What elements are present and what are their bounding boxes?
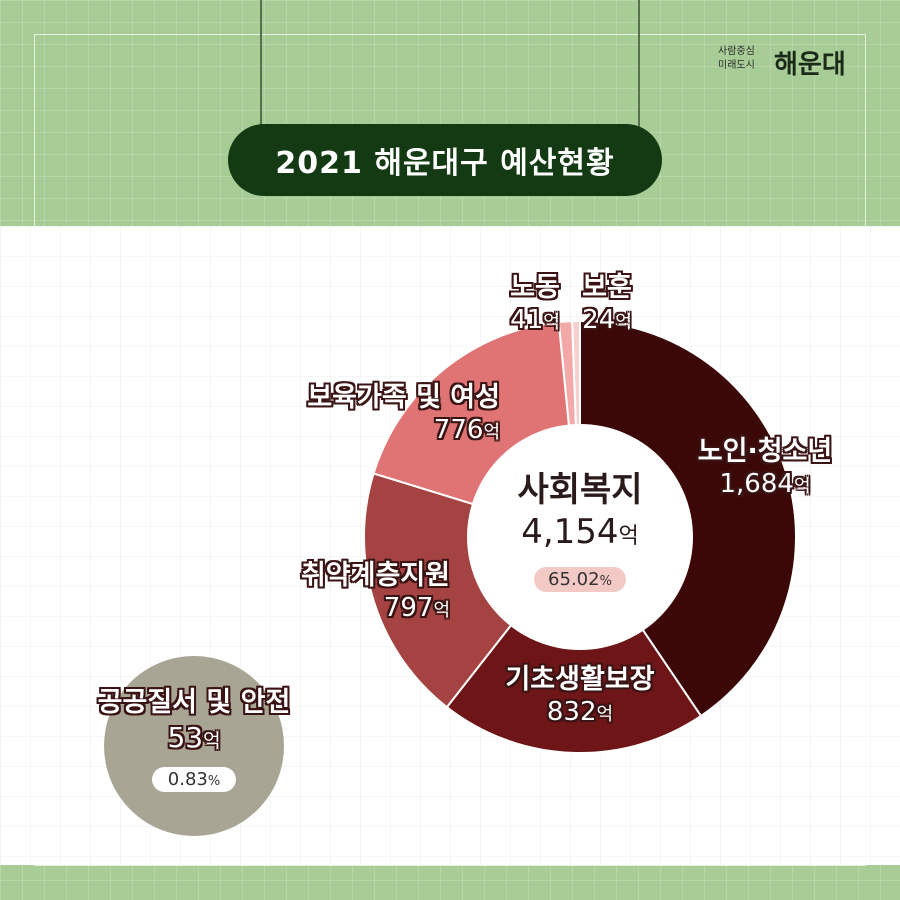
public-order-percent-badge: 0.83% (151, 767, 237, 792)
center-percent: 65.02 (548, 569, 600, 590)
label-name: 보육가족 및 여성 (307, 382, 500, 413)
label-value: 797 (383, 593, 434, 623)
label-labor: 노동 41억 (500, 272, 570, 339)
page-title: 2021 해운대구 예산현황 (228, 124, 662, 196)
label-unit: 억 (793, 476, 811, 497)
label-value: 1,684 (719, 469, 794, 499)
label-value: 41 (510, 305, 544, 335)
label-name: 기초생활보장 (505, 664, 655, 695)
public-order-unit: 억 (203, 730, 221, 752)
label-senior-youth: 노인·청소년 1,684억 (690, 436, 840, 503)
title-hanger-left (260, 0, 262, 128)
label-childcare-family: 보육가족 및 여성 776억 (290, 382, 500, 449)
label-value: 776 (433, 415, 484, 445)
logo-tagline-2: 미래도시 (718, 60, 755, 71)
public-order-bubble (104, 656, 284, 836)
public-order-name: 공공질서 및 안전 (97, 687, 291, 718)
logo-name: 해운대 (774, 50, 846, 80)
center-percent-sign: % (599, 574, 612, 589)
center-percent-badge: 65.02% (534, 567, 626, 592)
label-veterans: 보훈 24억 (572, 272, 642, 339)
label-unit: 억 (596, 704, 614, 725)
public-order-percent-sign: % (207, 774, 221, 789)
label-unit: 억 (543, 312, 560, 333)
logo-tagline-1: 사람중심 (718, 46, 755, 57)
label-unit: 억 (483, 422, 500, 443)
label-name: 보훈 (582, 272, 632, 303)
donut-hole (467, 424, 693, 650)
label-unit: 억 (615, 312, 632, 333)
district-logo: 사람중심 미래도시 해운대 (712, 42, 872, 82)
center-value: 4,154 (521, 512, 619, 552)
label-name: 노동 (510, 272, 560, 303)
center-title: 사회복지 (517, 470, 643, 510)
label-basic-livelihood: 기초생활보장 832억 (490, 664, 670, 731)
label-value: 832 (546, 697, 597, 727)
public-order-value: 53 (167, 721, 204, 754)
title-hanger-right (638, 0, 640, 128)
label-unit: 억 (433, 600, 450, 621)
public-order-label: 공공질서 및 안전 53억 0.83% (80, 686, 308, 792)
label-vulnerable-support: 취약계층지원 797억 (280, 560, 450, 627)
center-unit: 억 (618, 524, 639, 549)
label-name: 노인·청소년 (697, 436, 833, 467)
donut-center: 사회복지 4,154억 65.02% (480, 470, 680, 592)
label-name: 취약계층지원 (300, 560, 450, 591)
public-order-percent: 0.83 (167, 769, 208, 790)
label-value: 24 (582, 305, 616, 335)
